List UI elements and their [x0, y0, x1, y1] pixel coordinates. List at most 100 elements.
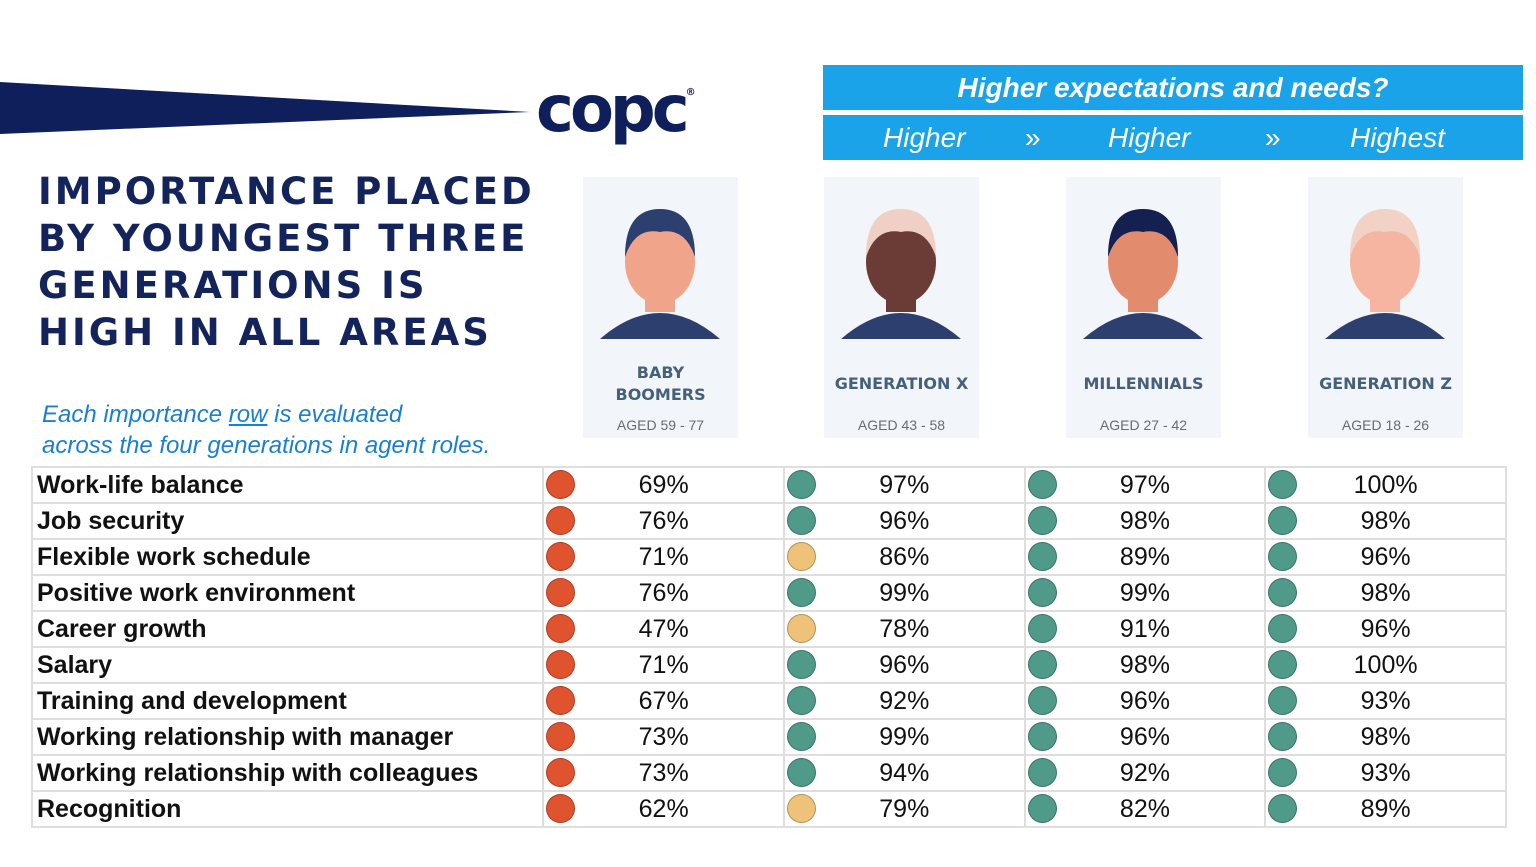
percent-value: 100%: [1353, 470, 1418, 499]
percent-value: 92%: [879, 686, 930, 715]
status-dot-icon: [1027, 542, 1057, 571]
percent-value: 99%: [1119, 578, 1170, 607]
arrow-icon: »: [1265, 121, 1281, 153]
status-dot-icon: [1268, 614, 1298, 643]
percent-value: 89%: [1119, 542, 1170, 571]
percent-value: 96%: [879, 650, 930, 679]
table-row: Positive work environment 76% 99% 99% 98%: [30, 574, 1507, 612]
status-dot-icon: [546, 578, 576, 607]
value-cell: 98%: [1264, 502, 1507, 540]
arrow-icon: »: [1025, 121, 1041, 153]
status-dot-icon: [786, 758, 816, 787]
value-cell: 98%: [1023, 646, 1267, 684]
status-dot-icon: [1268, 650, 1298, 679]
value-cell: 76%: [542, 502, 785, 540]
percent-value: 69%: [638, 470, 689, 499]
percent-value: 67%: [638, 686, 689, 715]
generation-card: GENERATION Z AGED 18 - 26: [1308, 177, 1463, 438]
status-dot-icon: [1268, 542, 1298, 571]
status-dot-icon: [786, 542, 816, 571]
value-cell: 91%: [1023, 610, 1267, 648]
value-cell: 97%: [782, 466, 1026, 504]
status-dot-icon: [786, 722, 816, 751]
row-label: Working relationship with manager: [30, 718, 545, 756]
avatar-icon: [600, 209, 720, 339]
percent-value: 73%: [638, 722, 689, 751]
value-cell: 47%: [542, 610, 785, 648]
value-cell: 73%: [542, 718, 785, 756]
status-dot-icon: [1268, 506, 1298, 535]
subtitle: Each importance row is evaluated across t…: [42, 401, 491, 459]
status-dot-icon: [1027, 506, 1057, 535]
percent-value: 96%: [1360, 542, 1411, 571]
status-dot-icon: [1268, 686, 1298, 715]
row-label: Work-life balance: [30, 466, 545, 504]
percent-value: 98%: [1360, 506, 1411, 535]
value-cell: 89%: [1023, 538, 1267, 576]
status-dot-icon: [786, 686, 816, 715]
value-cell: 99%: [782, 574, 1026, 612]
value-cell: 99%: [1023, 574, 1267, 612]
value-cell: 78%: [782, 610, 1026, 648]
percent-value: 92%: [1119, 758, 1170, 787]
row-label: Recognition: [30, 790, 545, 828]
status-dot-icon: [1027, 722, 1057, 751]
generation-card: MILLENNIALS AGED 27 - 42: [1066, 177, 1221, 438]
value-cell: 100%: [1264, 646, 1507, 684]
percent-value: 47%: [638, 614, 689, 643]
value-cell: 96%: [1023, 718, 1267, 756]
status-dot-icon: [546, 542, 576, 571]
table-row: Work-life balance 69% 97% 97% 100%: [30, 466, 1507, 504]
percent-value: 94%: [879, 758, 930, 787]
generation-name: GENERATION Z: [1319, 374, 1452, 393]
generation-age: AGED 27 - 42: [1099, 417, 1188, 433]
row-label: Positive work environment: [30, 574, 545, 612]
value-cell: 98%: [1264, 718, 1507, 756]
status-dot-icon: [1027, 686, 1057, 715]
generation-age: AGED 59 - 77: [616, 417, 705, 433]
value-cell: 69%: [542, 466, 785, 504]
value-cell: 96%: [1023, 682, 1267, 720]
value-cell: 100%: [1264, 466, 1507, 504]
value-cell: 73%: [542, 754, 785, 792]
table-row: Career growth 47% 78% 91% 96%: [30, 610, 1507, 648]
table-row: Working relationship with colleagues 73% 9…: [30, 754, 1507, 792]
status-dot-icon: [546, 650, 576, 679]
value-cell: 94%: [782, 754, 1026, 792]
value-cell: 96%: [782, 502, 1026, 540]
percent-value: 91%: [1119, 614, 1170, 643]
status-dot-icon: [786, 470, 816, 499]
percent-value: 93%: [1360, 758, 1411, 787]
value-cell: 71%: [542, 646, 785, 684]
status-dot-icon: [546, 758, 576, 787]
brand-wedge: [0, 82, 530, 134]
row-label: Job security: [30, 502, 545, 540]
percent-value: 96%: [1119, 686, 1170, 715]
avatar-icon: [1083, 209, 1203, 339]
generation-name: MILLENNIALS: [1083, 374, 1204, 393]
row-label: Training and development: [30, 682, 545, 720]
status-dot-icon: [1268, 578, 1298, 607]
row-label: Salary: [30, 646, 545, 684]
step-2: Higher: [1108, 121, 1191, 153]
percent-value: 71%: [638, 542, 689, 571]
value-cell: 98%: [1264, 574, 1507, 612]
value-cell: 96%: [1264, 610, 1507, 648]
status-dot-icon: [786, 794, 816, 823]
generation-name: BABY BOOMERS: [615, 363, 706, 404]
value-cell: 67%: [542, 682, 785, 720]
value-cell: 82%: [1023, 790, 1267, 828]
percent-value: 100%: [1353, 650, 1418, 679]
status-dot-icon: [546, 506, 576, 535]
percent-value: 96%: [1119, 722, 1170, 751]
percent-value: 97%: [879, 470, 930, 499]
value-cell: 93%: [1264, 682, 1507, 720]
step-1: Higher: [883, 121, 966, 153]
percent-value: 99%: [879, 722, 930, 751]
table-row: Job security 76% 96% 98% 98%: [30, 502, 1507, 540]
percent-value: 99%: [879, 578, 930, 607]
table-row: Recognition 62% 79% 82% 89%: [30, 790, 1507, 828]
status-dot-icon: [786, 578, 816, 607]
status-dot-icon: [546, 722, 576, 751]
value-cell: 62%: [542, 790, 785, 828]
